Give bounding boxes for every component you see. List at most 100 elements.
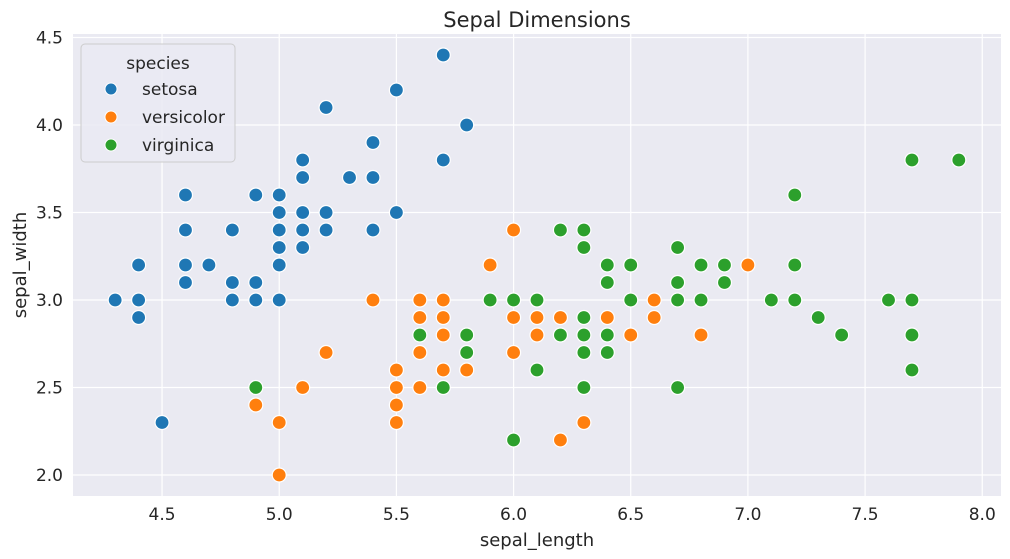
x-tick-label: 7.5 — [852, 505, 879, 525]
data-point-virginica — [623, 292, 639, 308]
data-point-virginica — [576, 309, 592, 326]
data-point-virginica — [412, 327, 428, 343]
x-axis-label: sepal_length — [480, 530, 594, 551]
data-point-versicolor — [623, 327, 639, 343]
data-point-virginica — [529, 362, 545, 378]
data-point-versicolor — [482, 257, 498, 273]
data-point-setosa — [295, 239, 311, 256]
data-point-versicolor — [435, 327, 451, 343]
data-point-virginica — [459, 327, 475, 343]
data-point-setosa — [201, 257, 217, 273]
data-point-versicolor — [412, 344, 428, 361]
data-point-setosa — [248, 187, 264, 203]
data-point-versicolor — [435, 309, 451, 326]
data-point-versicolor — [576, 414, 592, 431]
data-point-virginica — [763, 292, 779, 308]
data-point-setosa — [295, 204, 311, 221]
data-point-setosa — [388, 204, 404, 221]
data-point-versicolor — [412, 292, 428, 308]
data-point-versicolor — [388, 379, 404, 396]
data-point-versicolor — [388, 414, 404, 431]
data-point-virginica — [670, 379, 686, 396]
data-point-versicolor — [412, 379, 428, 396]
data-point-versicolor — [435, 292, 451, 308]
data-point-setosa — [177, 222, 194, 238]
x-tick-label: 8.0 — [969, 505, 996, 525]
data-point-virginica — [248, 379, 264, 396]
data-point-virginica — [482, 292, 498, 308]
x-tick-label: 4.5 — [149, 505, 176, 525]
data-point-setosa — [131, 257, 147, 273]
legend-items: setosa versicolor virginica — [104, 80, 225, 156]
x-tick-label: 7.0 — [734, 505, 761, 525]
legend-label-virginica: virginica — [142, 136, 214, 156]
data-point-setosa — [318, 204, 334, 221]
data-point-virginica — [904, 152, 920, 168]
data-point-virginica — [552, 327, 569, 343]
x-tick-label: 5.0 — [266, 505, 293, 525]
x-tick-label: 5.5 — [383, 505, 410, 525]
legend-marker-setosa — [104, 82, 118, 96]
data-point-setosa — [177, 187, 194, 203]
data-point-virginica — [670, 239, 686, 256]
data-point-setosa — [248, 274, 264, 291]
data-point-virginica — [599, 257, 615, 273]
tick-labels: 4.5 5.0 5.5 6.0 6.5 7.0 7.5 8.0 2.0 2.5 3.0 3.5 4.0 4… — [36, 29, 996, 526]
data-point-virginica — [576, 222, 592, 238]
data-point-setosa — [131, 292, 147, 308]
data-point-versicolor — [599, 309, 615, 326]
data-point-virginica — [576, 239, 592, 256]
data-point-setosa — [365, 169, 381, 186]
data-point-setosa — [295, 169, 311, 186]
data-point-virginica — [787, 187, 803, 203]
data-point-versicolor — [388, 397, 404, 413]
data-point-versicolor — [271, 414, 287, 431]
legend-label-setosa: setosa — [142, 80, 198, 100]
y-tick-label: 4.0 — [36, 116, 63, 136]
data-point-virginica — [904, 292, 920, 308]
data-point-virginica — [576, 344, 592, 361]
data-point-virginica — [505, 292, 522, 308]
data-point-virginica — [693, 292, 709, 308]
data-point-virginica — [716, 274, 733, 291]
data-point-setosa — [435, 47, 451, 63]
data-points — [107, 47, 967, 483]
y-tick-label: 2.5 — [36, 379, 63, 399]
data-point-versicolor — [646, 292, 662, 308]
data-point-virginica — [834, 327, 850, 343]
data-point-setosa — [271, 222, 287, 238]
data-point-setosa — [341, 169, 358, 186]
data-point-setosa — [271, 204, 287, 221]
data-point-virginica — [599, 344, 615, 361]
data-point-setosa — [248, 292, 264, 308]
y-axis-label: sepal_width — [10, 212, 31, 319]
y-tick-label: 4.5 — [36, 29, 63, 49]
data-point-versicolor — [505, 344, 522, 361]
data-point-versicolor — [529, 309, 545, 326]
data-point-virginica — [904, 362, 920, 378]
data-point-setosa — [318, 99, 334, 116]
data-point-versicolor — [505, 222, 522, 238]
data-point-virginica — [810, 309, 826, 326]
data-point-versicolor — [646, 309, 662, 326]
data-point-virginica — [787, 257, 803, 273]
y-tick-label: 2.0 — [36, 466, 63, 486]
legend-frame — [80, 43, 236, 163]
data-point-versicolor — [740, 257, 756, 273]
data-point-virginica — [904, 327, 920, 343]
data-point-virginica — [670, 274, 686, 291]
data-point-virginica — [951, 152, 967, 168]
data-point-virginica — [459, 344, 475, 361]
x-tick-label: 6.5 — [617, 505, 644, 525]
data-point-versicolor — [318, 344, 334, 361]
legend: species setosa versicolor virginica — [80, 43, 236, 163]
data-point-setosa — [271, 187, 287, 203]
data-point-versicolor — [552, 309, 569, 326]
legend-label-versicolor: versicolor — [142, 108, 225, 128]
data-point-setosa — [177, 257, 194, 273]
data-point-versicolor — [693, 327, 709, 343]
data-point-versicolor — [412, 309, 428, 326]
data-point-versicolor — [388, 362, 404, 378]
data-point-virginica — [716, 257, 733, 273]
